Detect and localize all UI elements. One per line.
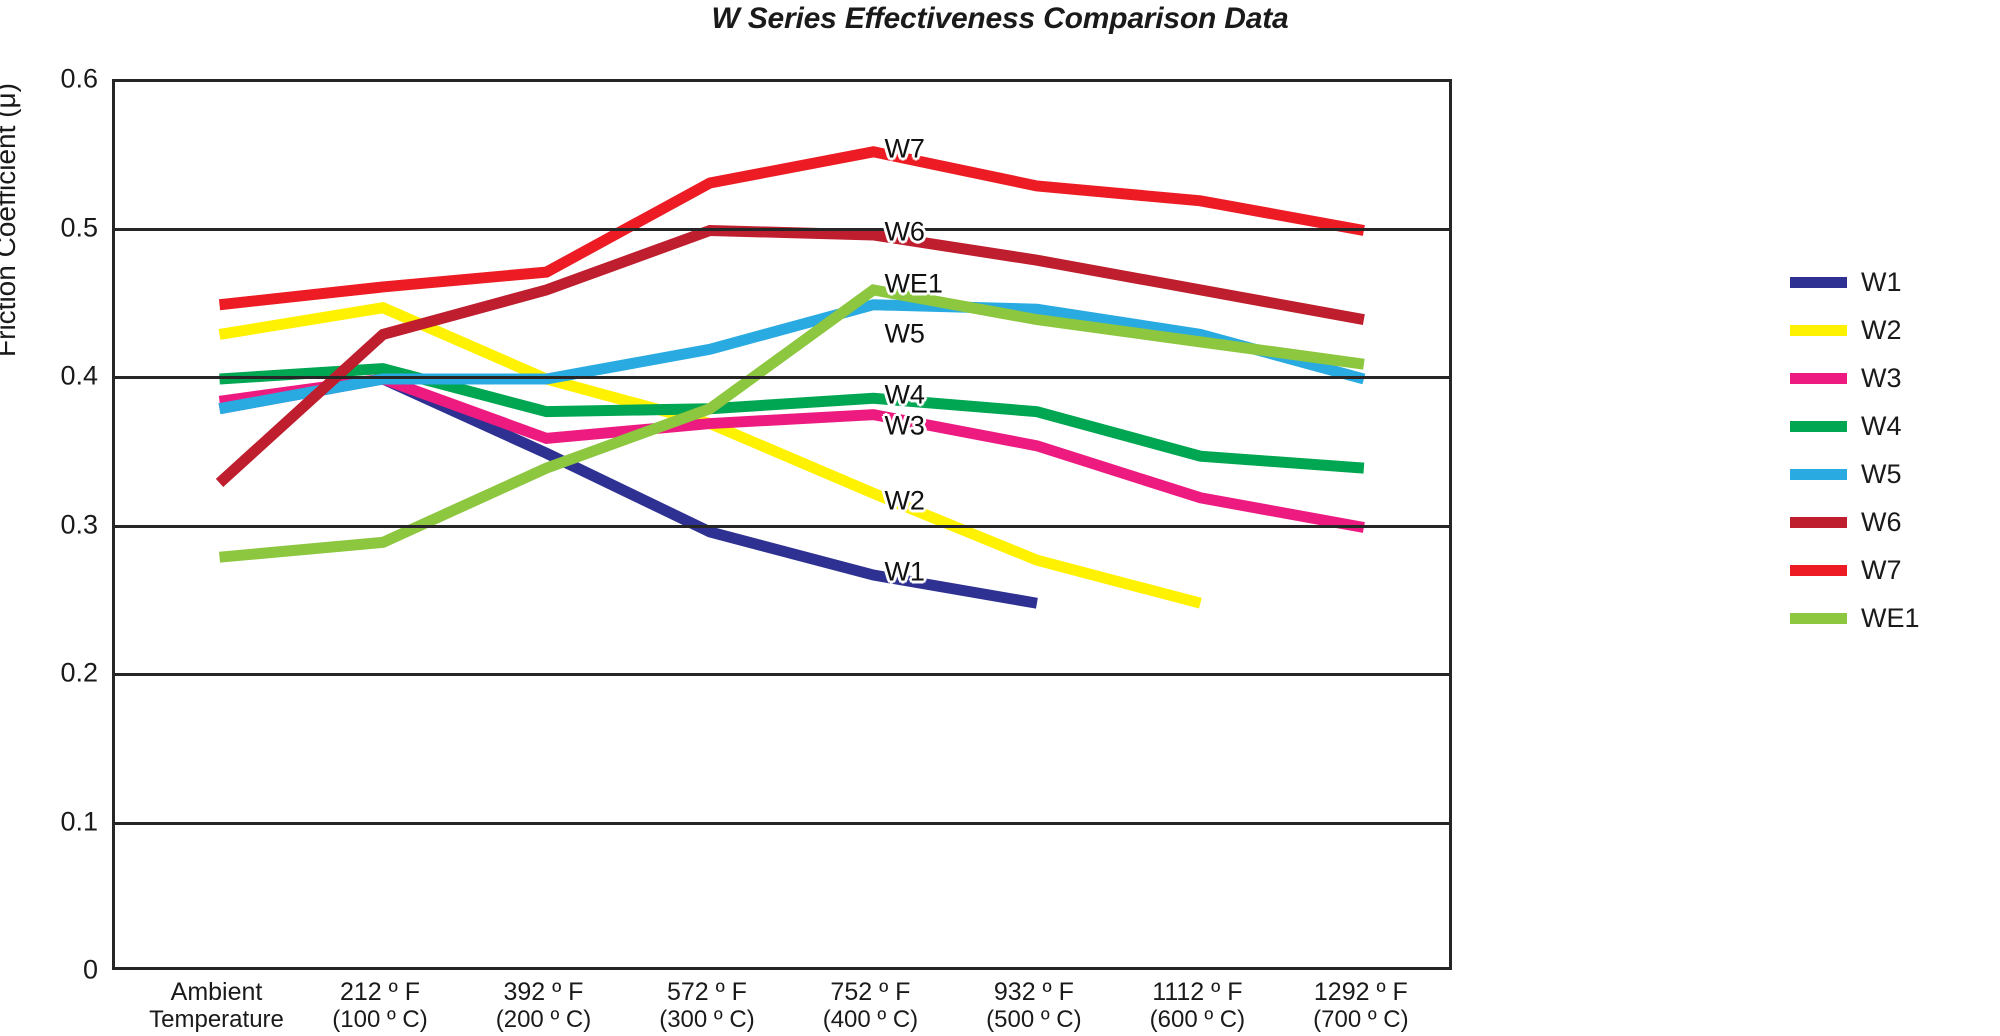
x-tick-label-main: 1292 º F [1313, 978, 1408, 1006]
legend-swatch-icon [1790, 420, 1847, 432]
x-tick-label-main: Ambient [170, 978, 263, 1006]
series-line-w5 [218, 299, 1366, 415]
legend-item-label: W4 [1861, 410, 1902, 441]
inline-series-label-w7: W7 [884, 133, 925, 164]
inline-series-label-w5: W5 [884, 318, 925, 349]
series-line-w3 [218, 373, 1365, 533]
y-tick-label: 0.3 [60, 509, 98, 539]
legend-item-label: W6 [1861, 506, 1902, 537]
y-tick-label: 0.1 [60, 806, 98, 836]
x-tick-label-sub: (200 º C) [495, 1006, 592, 1033]
legend-swatch-icon [1790, 276, 1847, 288]
legend-swatch-icon [1790, 372, 1847, 384]
x-tick-label-sub: (600 º C) [1149, 1006, 1246, 1033]
x-tick-label: 1112 º F (600 º C) [1150, 978, 1245, 1034]
legend-swatch-icon [1790, 468, 1847, 480]
series-line-w6 [215, 224, 1365, 488]
legend-item-w1[interactable]: W1 [1790, 258, 1990, 306]
legend-item-label: WE1 [1861, 602, 1920, 633]
legend-item-w2[interactable]: W2 [1790, 306, 1990, 354]
x-tick-label: 572 º F (300 º C) [659, 978, 754, 1034]
y-tick-label: 0 [82, 954, 98, 985]
legend-item-we1[interactable]: WE1 [1790, 594, 1990, 642]
x-tick-label-main: 752 º F [830, 978, 911, 1006]
legend-item-label: W2 [1861, 314, 1902, 345]
x-tick-label-main: 572 º F [666, 978, 747, 1006]
chart-legend: W1 W2 W3 W4 W5 W6 W7 WE1 [1790, 258, 1990, 642]
x-tick-label-sub: (400 º C) [822, 1006, 919, 1033]
legend-swatch-icon [1790, 564, 1847, 576]
y-tick-label: 0.6 [60, 63, 98, 94]
legend-item-w3[interactable]: W3 [1790, 354, 1990, 402]
x-tick-label: 932 º F (500 º C) [986, 978, 1081, 1034]
y-tick-label: 0.4 [60, 360, 98, 391]
legend-item-label: W5 [1861, 458, 1902, 489]
legend-item-w5[interactable]: W5 [1790, 450, 1990, 498]
gridline-0-3 [115, 524, 1449, 528]
gridline-0-2 [115, 673, 1449, 676]
legend-swatch-icon [1790, 612, 1847, 624]
inline-series-label-we1: WE1 [884, 268, 943, 299]
y-axis-tick-labels: 0 0.1 0.2 0.3 0.4 0.5 0.6 [0, 0, 98, 1036]
legend-item-label: W7 [1861, 554, 1902, 585]
inline-series-label-w1: W1 [884, 556, 925, 587]
x-tick-label-main: 1112 º F [1152, 978, 1243, 1006]
x-tick-label: Ambient Temperature [149, 978, 284, 1034]
x-tick-label: 752 º F (400 º C) [823, 978, 918, 1034]
x-tick-label: 1292 º F (700 º C) [1313, 978, 1408, 1034]
x-axis-tick-labels: Ambient Temperature 212 º F (100 º C) 392 º … [112, 978, 1452, 1036]
series-lines [215, 146, 1366, 609]
legend-item-label: W1 [1861, 266, 1902, 297]
legend-item-w6[interactable]: W6 [1790, 498, 1990, 546]
x-tick-label-main: 932 º F [993, 978, 1074, 1006]
y-tick-label: 0.2 [60, 657, 98, 688]
gridline-0-1 [115, 821, 1449, 825]
plot-area [112, 79, 1452, 970]
x-tick-label-sub: Temperature [149, 1006, 284, 1033]
x-tick-label-sub: (300 º C) [659, 1006, 755, 1033]
gridline-0-4 [115, 376, 1449, 379]
x-tick-label: 392 º F (200 º C) [496, 978, 591, 1034]
x-tick-label-sub: (500 º C) [986, 1006, 1082, 1033]
x-tick-label-main: 212 º F [339, 978, 420, 1006]
series-line-we1 [219, 284, 1365, 563]
y-tick-label: 0.5 [60, 212, 98, 242]
legend-item-w4[interactable]: W4 [1790, 402, 1990, 450]
inline-series-label-w6: W6 [884, 216, 925, 247]
x-tick-label-main: 392 º F [503, 978, 584, 1006]
legend-swatch-icon [1790, 324, 1847, 336]
inline-series-label-w2: W2 [884, 485, 925, 516]
legend-swatch-icon [1790, 516, 1847, 528]
x-tick-label: 212 º F (100 º C) [332, 978, 427, 1034]
chart-title: W Series Effectiveness Comparison Data [711, 2, 1289, 35]
inline-series-label-w4: W4 [884, 379, 925, 410]
legend-item-w7[interactable]: W7 [1790, 546, 1990, 594]
gridline-0-5 [115, 227, 1449, 231]
x-tick-label-sub: (700 º C) [1313, 1006, 1409, 1033]
inline-series-label-w3: W3 [884, 410, 925, 441]
legend-item-label: W3 [1861, 362, 1902, 393]
series-line-w7 [218, 146, 1365, 311]
x-tick-label-sub: (100 º C) [332, 1006, 428, 1033]
